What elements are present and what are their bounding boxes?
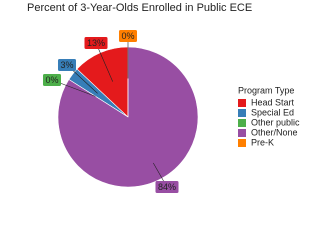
legend-swatch <box>238 139 246 147</box>
leader-line <box>95 42 113 82</box>
legend-title: Program Type <box>238 85 294 95</box>
data-label-text: 84% <box>158 182 176 192</box>
chart: Percent of 3-Year-Olds Enrolled in Publi… <box>27 2 300 193</box>
chart-title: Percent of 3-Year-Olds Enrolled in Publi… <box>27 2 252 14</box>
legend-label: Head Start <box>251 97 295 107</box>
data-label: 0% <box>42 74 62 86</box>
data-label-text: 0% <box>121 31 134 41</box>
label-box <box>155 181 179 193</box>
data-label: 3% <box>57 59 77 71</box>
label-box <box>57 59 77 71</box>
label-box <box>42 74 62 86</box>
slices <box>57 46 199 188</box>
legend-swatch <box>238 109 246 117</box>
data-label-text: 3% <box>60 60 73 70</box>
legend-swatch <box>238 119 246 127</box>
legend-swatch <box>238 129 246 137</box>
label-box <box>118 30 138 42</box>
legend-label: Pre-K <box>251 137 274 147</box>
data-label-text: 13% <box>87 38 105 48</box>
data-label: 13% <box>84 37 108 49</box>
legend-label: Other public <box>251 117 300 127</box>
label-box <box>84 37 108 49</box>
legend-label: Other/None <box>251 127 298 137</box>
data-label: 0% <box>118 30 138 42</box>
legend-swatch <box>238 99 246 107</box>
data-label: 84% <box>155 181 179 193</box>
legend-label: Special Ed <box>251 107 294 117</box>
data-label-text: 0% <box>45 75 58 85</box>
